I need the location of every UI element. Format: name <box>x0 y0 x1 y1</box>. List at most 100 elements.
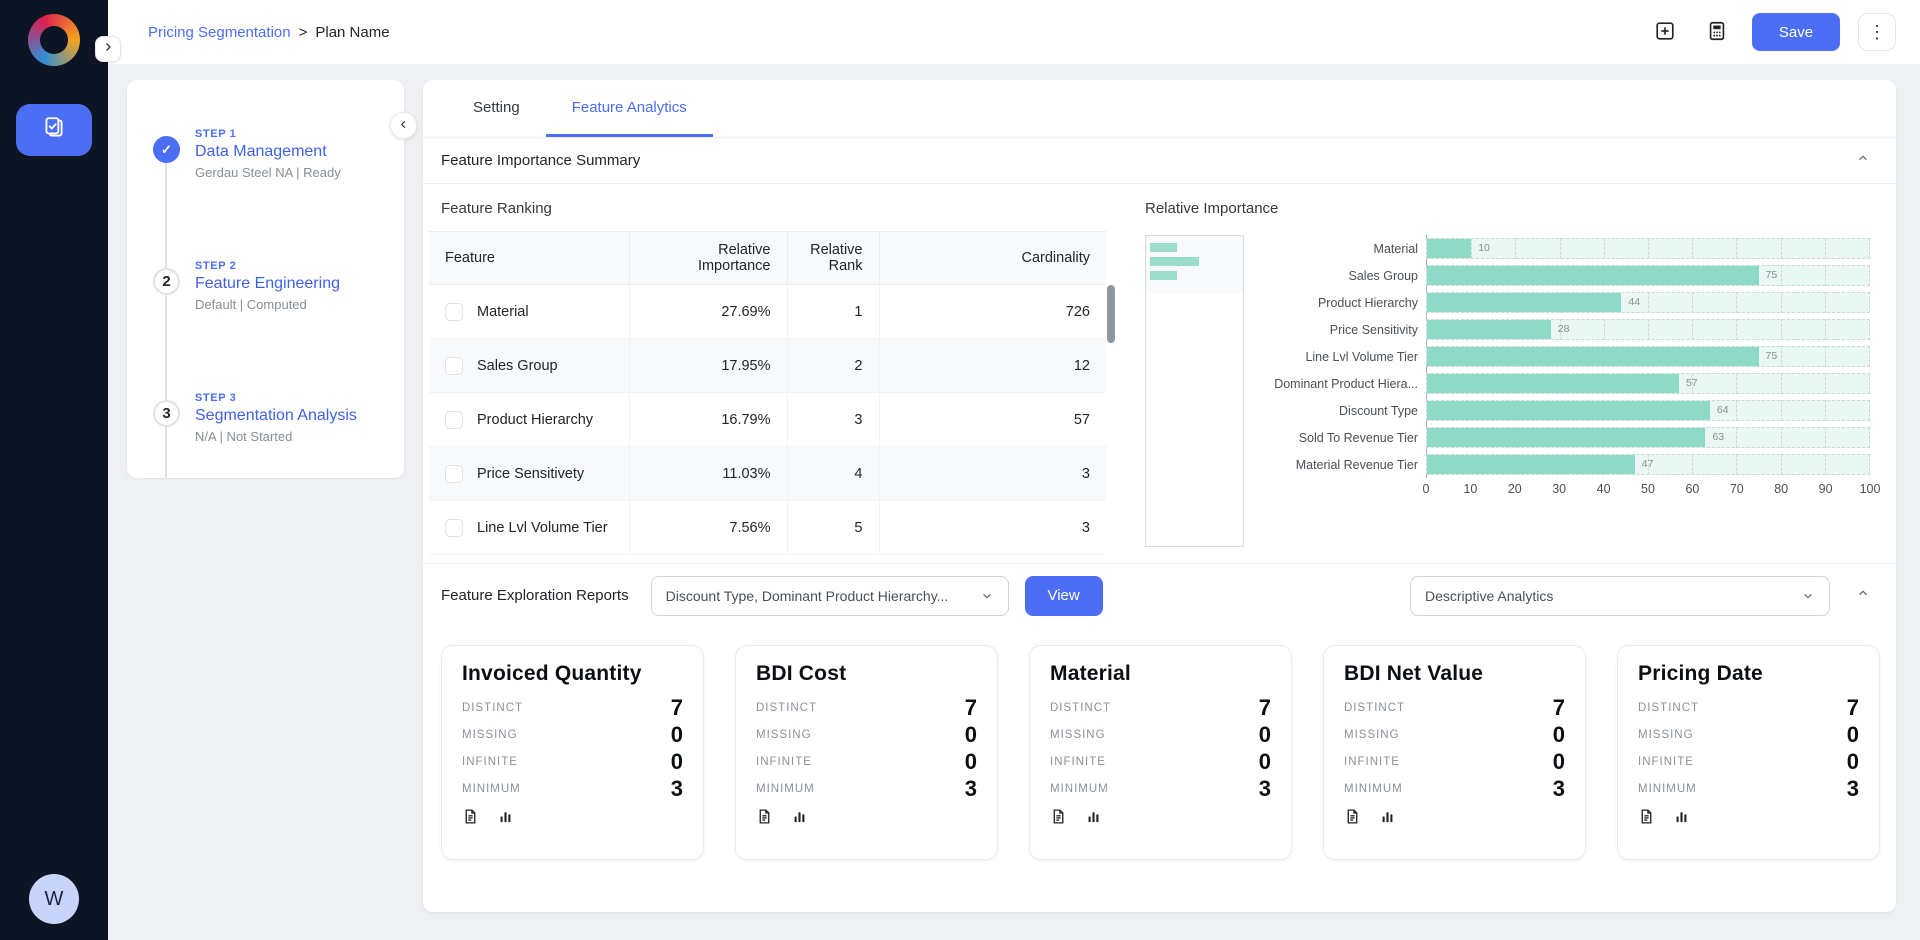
chart-gridline <box>1648 319 1649 340</box>
chart-minimap[interactable] <box>1145 235 1244 547</box>
stat-value: 7 <box>1553 695 1565 721</box>
x-tick-label: 60 <box>1685 482 1699 496</box>
calculator-icon <box>1706 20 1728 45</box>
chart-gridline <box>1781 373 1782 394</box>
bar-material-revenue-tier <box>1427 455 1635 474</box>
chart-minimap-preview <box>1146 236 1243 293</box>
feature-importance-summary-header[interactable]: Feature Importance Summary <box>423 138 1896 184</box>
tab-feature-analytics[interactable]: Feature Analytics <box>546 80 713 137</box>
document-icon <box>1050 808 1067 828</box>
cardinality-cell: 3 <box>879 501 1106 555</box>
importance-cell: 7.56% <box>629 501 787 555</box>
chevron-down-icon <box>980 589 994 603</box>
document-icon <box>462 808 479 828</box>
view-button[interactable]: View <box>1025 576 1103 616</box>
chart-gridline <box>1781 319 1782 340</box>
histogram-button[interactable] <box>1379 808 1396 828</box>
stat-value: 0 <box>1259 749 1271 775</box>
chart-gridline <box>1648 292 1649 313</box>
stat-value: 0 <box>1847 722 1859 748</box>
stat-card-actions <box>1050 808 1271 828</box>
chart-track: 75 <box>1426 265 1870 286</box>
chart-row: Material10 <box>1254 235 1870 262</box>
histogram-button[interactable] <box>1673 808 1690 828</box>
more-options-button[interactable]: ⋮ <box>1858 13 1896 51</box>
chart-gridline <box>1781 346 1782 367</box>
x-tick-label: 80 <box>1774 482 1788 496</box>
cardinality-cell: 726 <box>879 285 1106 339</box>
analytics-type-dropdown[interactable]: Descriptive Analytics <box>1410 576 1830 616</box>
stat-line: INFINITE0 <box>1344 748 1565 775</box>
sidebar-expand-button[interactable] <box>95 36 121 62</box>
chart-track: 47 <box>1426 454 1870 475</box>
x-tick-label: 90 <box>1819 482 1833 496</box>
stat-label: MISSING <box>1344 729 1400 741</box>
report-document-button[interactable] <box>1638 808 1655 828</box>
row-checkbox[interactable] <box>445 465 463 483</box>
histogram-button[interactable] <box>791 808 808 828</box>
report-document-button[interactable] <box>1050 808 1067 828</box>
steps-panel: ✓STEP 1Data ManagementGerdau Steel NA | … <box>127 80 404 478</box>
column-header-0: Feature <box>429 232 629 285</box>
cardinality-cell: 12 <box>879 339 1106 393</box>
row-checkbox[interactable] <box>445 411 463 429</box>
stat-label: INFINITE <box>1638 756 1694 768</box>
chart-row: Material Revenue Tier47 <box>1254 451 1870 478</box>
collapse-section-button[interactable] <box>1856 151 1870 170</box>
step-title-link[interactable]: Segmentation Analysis <box>195 407 384 425</box>
user-avatar[interactable]: W <box>29 874 79 924</box>
bar-discount-type <box>1427 401 1710 420</box>
bar-product-hierarchy <box>1427 293 1621 312</box>
row-checkbox[interactable] <box>445 519 463 537</box>
chart-gridline <box>1648 238 1649 259</box>
chart-gridline <box>1515 238 1516 259</box>
histogram-button[interactable] <box>1085 808 1102 828</box>
chart-category-label: Product Hierarchy <box>1254 296 1426 310</box>
step-title-link[interactable]: Feature Engineering <box>195 275 384 293</box>
stat-line: INFINITE0 <box>756 748 977 775</box>
row-checkbox[interactable] <box>445 357 463 375</box>
chart-gridline <box>1825 292 1826 313</box>
section-title: Feature Importance Summary <box>441 152 640 169</box>
calculator-button[interactable] <box>1700 15 1734 49</box>
tab-setting[interactable]: Setting <box>447 80 546 137</box>
table-scrollbar-thumb[interactable] <box>1107 285 1115 343</box>
row-checkbox[interactable] <box>445 303 463 321</box>
feature-ranking-title: Feature Ranking <box>441 200 1115 217</box>
chart-category-label: Line Lvl Volume Tier <box>1254 350 1426 364</box>
save-button[interactable]: Save <box>1752 13 1840 51</box>
chart-category-label: Dominant Product Hiera... <box>1254 377 1426 391</box>
breadcrumb-link[interactable]: Pricing Segmentation <box>148 24 291 41</box>
x-tick-label: 50 <box>1641 482 1655 496</box>
report-document-button[interactable] <box>1344 808 1361 828</box>
add-button[interactable] <box>1648 15 1682 49</box>
chart-gridline <box>1825 373 1826 394</box>
app-sidebar: W <box>0 0 108 940</box>
histogram-button[interactable] <box>497 808 514 828</box>
stat-line: MISSING0 <box>462 721 683 748</box>
sidebar-item-plans[interactable] <box>16 104 92 156</box>
feature-cell: Product Hierarchy <box>429 393 629 447</box>
feature-ranking-section: Feature Ranking FeatureRelative Importan… <box>429 184 1115 555</box>
steps-collapse-button[interactable] <box>390 112 417 139</box>
feature-exploration-reports-label: Feature Exploration Reports <box>441 587 629 604</box>
document-icon <box>1344 808 1361 828</box>
breadcrumb-separator: > <box>299 24 308 41</box>
report-document-button[interactable] <box>462 808 479 828</box>
bar-chart-icon <box>1379 808 1396 828</box>
stat-card-title: Invoiced Quantity <box>462 662 683 686</box>
x-tick-label: 10 <box>1463 482 1477 496</box>
stat-value: 0 <box>1259 722 1271 748</box>
stat-label: MINIMUM <box>462 783 521 795</box>
bar-value-label: 75 <box>1766 269 1778 281</box>
feature-select-dropdown[interactable]: Discount Type, Dominant Product Hierarch… <box>651 576 1009 616</box>
chart-gridline <box>1692 454 1693 475</box>
bar-chart-icon <box>1085 808 1102 828</box>
step-title-link[interactable]: Data Management <box>195 143 384 161</box>
collapse-exploration-button[interactable] <box>1856 586 1870 605</box>
stat-value: 3 <box>1847 776 1859 802</box>
report-document-button[interactable] <box>756 808 773 828</box>
stat-label: DISTINCT <box>756 702 817 714</box>
feature-name: Material <box>477 303 529 319</box>
stat-label: MINIMUM <box>1638 783 1697 795</box>
